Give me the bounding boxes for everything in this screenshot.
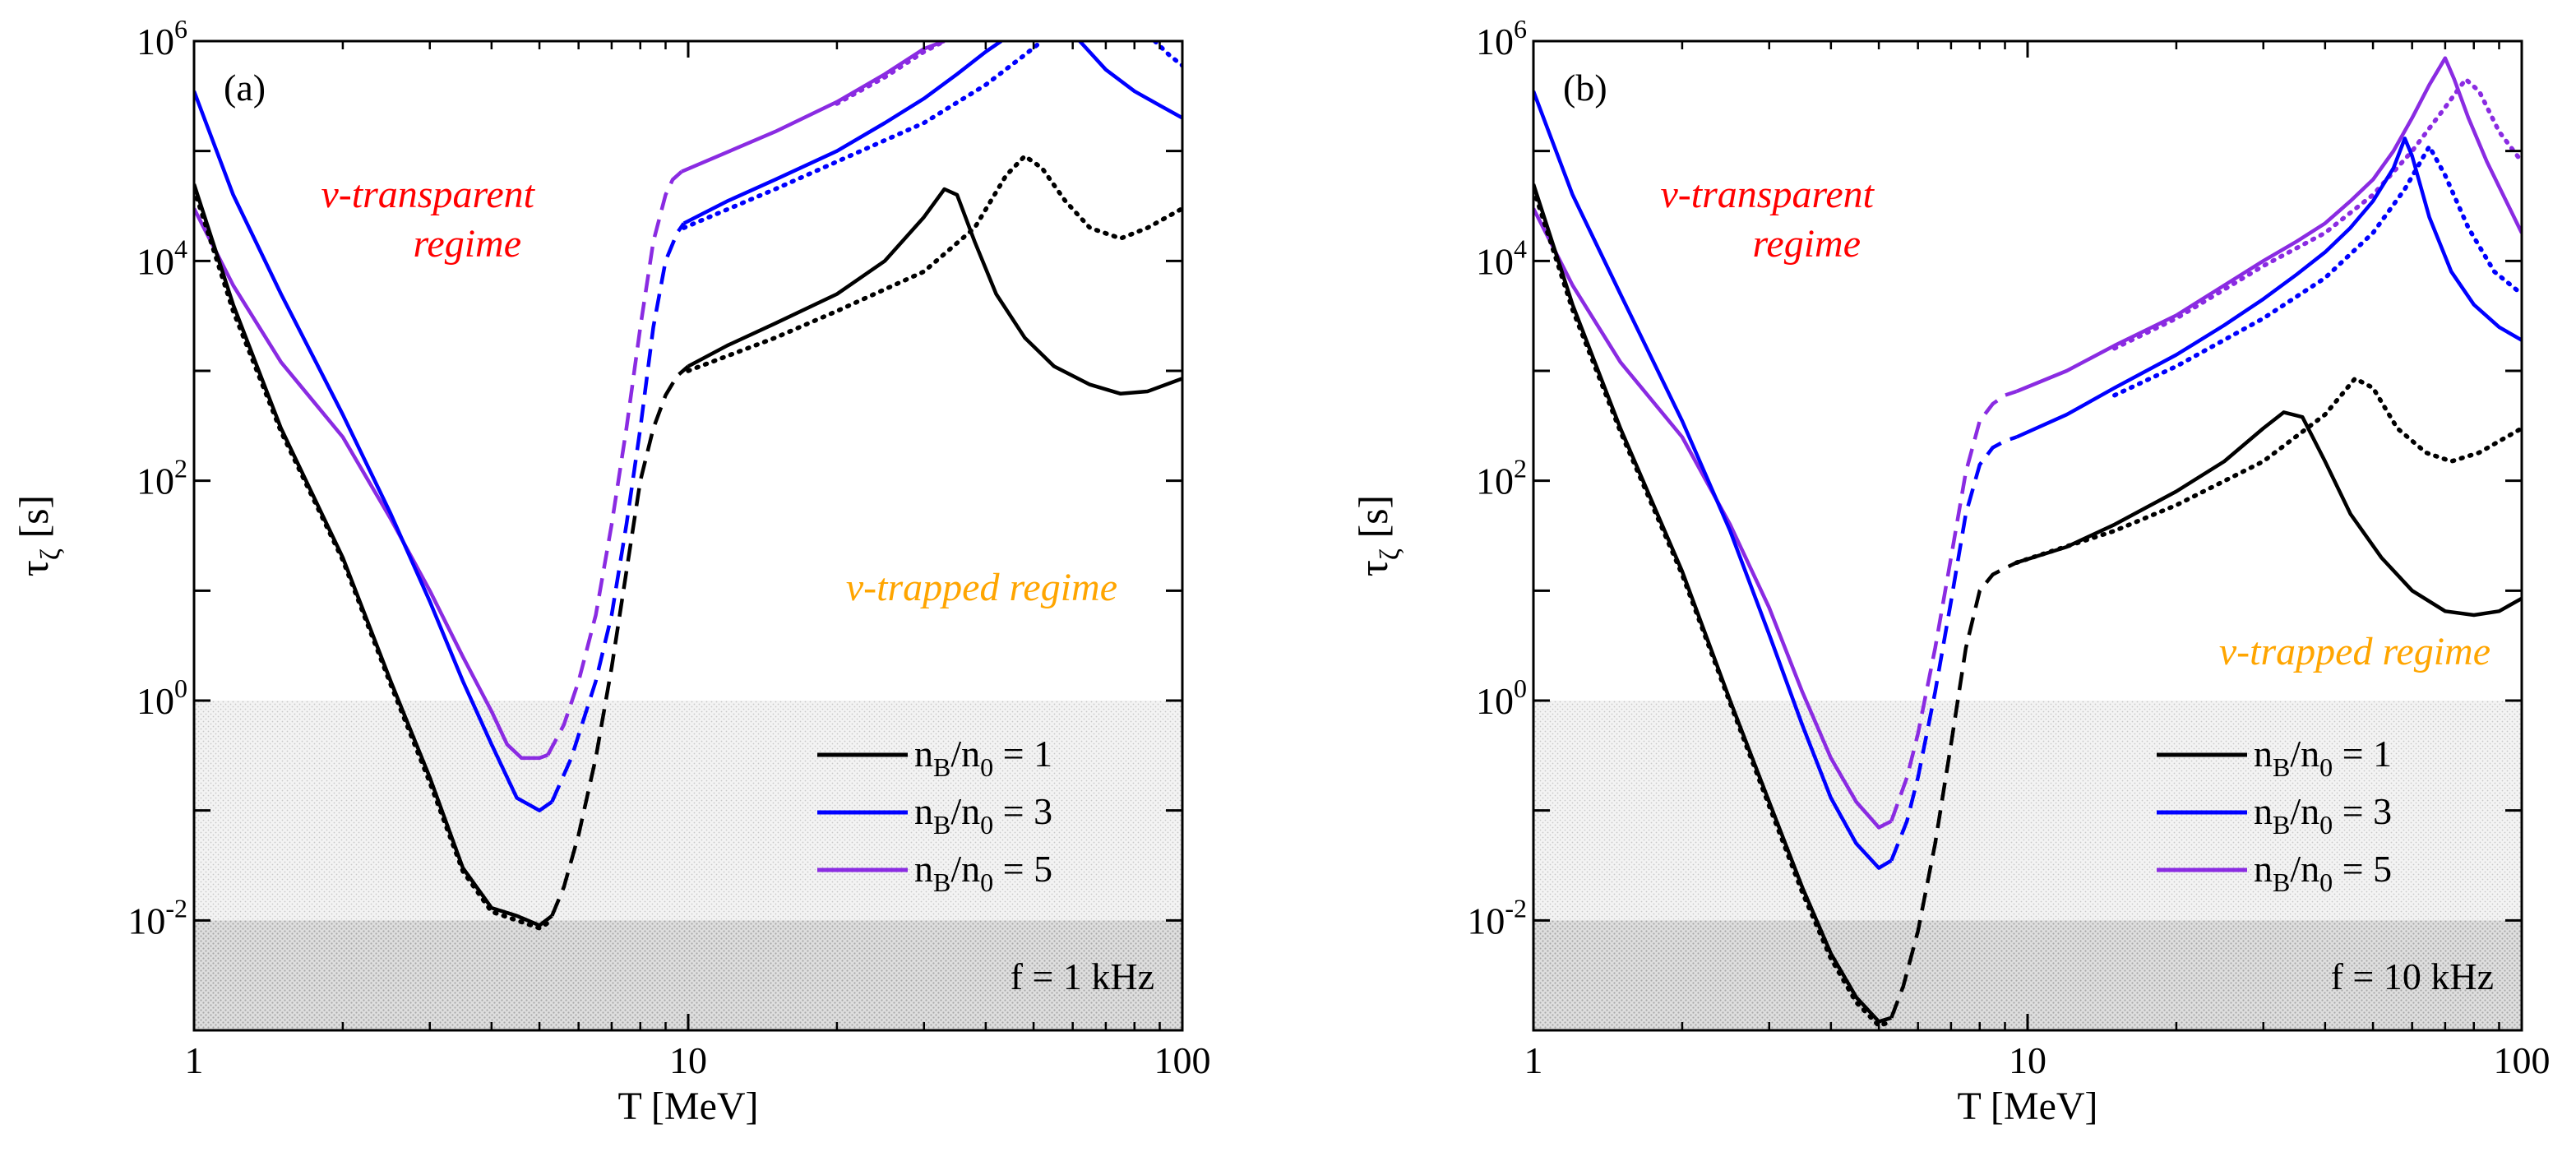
legend-label: nB/n0 = 5 <box>914 848 1052 897</box>
series-line <box>2015 410 2522 618</box>
series-line <box>2015 136 2522 439</box>
y-tick-label: 104 <box>1476 234 1527 282</box>
panel-label: (a) <box>224 67 266 109</box>
y-tick-label: 102 <box>1476 454 1527 502</box>
y-tick-label: 106 <box>136 14 187 62</box>
y-tick-label: 100 <box>136 673 187 722</box>
series-line <box>681 41 946 173</box>
series-group <box>194 41 1182 931</box>
chart-panel-a: 1 10 100 10-2 100 102 104 106 T [MeV] τζ [s] (a) ν-… <box>11 14 1211 1128</box>
y-axis-label: τζ [s] <box>1350 495 1405 576</box>
series-group <box>1533 56 2522 1029</box>
series-line <box>1152 41 1182 68</box>
series-line <box>2014 376 2522 565</box>
shaded-band-dark <box>194 920 1182 1030</box>
shaded-band-dark <box>1533 920 2522 1030</box>
series-line <box>1533 90 1893 870</box>
series-line <box>1889 561 2018 1019</box>
transparent-regime-label: regime <box>1752 222 1861 266</box>
series-line <box>1889 389 2018 822</box>
x-tick-label: 10 <box>669 1039 707 1081</box>
series-line <box>550 364 690 917</box>
trapped-regime-label: ν-trapped regime <box>2219 630 2490 673</box>
series-line <box>2015 56 2522 394</box>
series-line <box>681 41 1045 230</box>
frequency-label: f = 10 kHz <box>2331 955 2494 997</box>
legend-label: nB/n0 = 5 <box>2254 848 2392 897</box>
x-tick-label: 1 <box>1524 1039 1543 1081</box>
series-line <box>2112 76 2522 351</box>
series-line <box>2112 144 2522 398</box>
x-axis-label: T [MeV] <box>617 1085 758 1128</box>
series-line <box>682 41 1002 225</box>
shaded-band-light <box>194 701 1182 921</box>
legend-label: nB/n0 = 3 <box>2254 790 2392 840</box>
series-line <box>194 207 549 761</box>
legend-label: nB/n0 = 1 <box>914 733 1052 782</box>
series-line <box>1533 207 1893 830</box>
transparent-regime-label: ν-transparent <box>321 173 535 216</box>
series-line <box>194 90 553 812</box>
series-line <box>687 187 1182 396</box>
y-axis-label: τζ [s] <box>11 495 66 576</box>
y-tick-label: 10-2 <box>127 893 187 941</box>
transparent-regime-label: ν-transparent <box>1660 173 1875 216</box>
x-tick-label: 100 <box>1154 1039 1211 1081</box>
shaded-band-light <box>1533 701 2522 921</box>
series-line <box>550 222 686 803</box>
legend: nB/n0 = 1 nB/n0 = 3 nB/n0 = 5 <box>2157 733 2392 897</box>
y-tick-label: 106 <box>1476 14 1527 62</box>
series-line <box>686 154 1182 373</box>
panel-label: (b) <box>1563 67 1607 109</box>
series-line <box>1889 435 2018 862</box>
series-line <box>546 170 683 756</box>
series-line <box>1078 41 1182 120</box>
transparent-regime-label: regime <box>413 222 521 266</box>
x-tick-label: 100 <box>2494 1039 2551 1081</box>
chart-panel-b: 1 10 100 10-2 100 102 104 106 T [MeV] τζ [s] (b) ν-… <box>1350 14 2551 1128</box>
legend: nB/n0 = 1 nB/n0 = 3 nB/n0 = 5 <box>817 733 1052 897</box>
x-tick-label: 1 <box>185 1039 204 1081</box>
x-tick-label: 10 <box>2009 1039 2046 1081</box>
series-line <box>1533 187 1894 1029</box>
y-tick-label: 102 <box>136 454 187 502</box>
series-line <box>835 41 947 106</box>
legend-label: nB/n0 = 1 <box>2254 733 2392 782</box>
frequency-label: f = 1 kHz <box>1011 955 1154 997</box>
y-tick-label: 104 <box>136 234 187 282</box>
y-tick-label: 10-2 <box>1467 893 1527 941</box>
x-axis-label: T [MeV] <box>1957 1085 2097 1128</box>
legend-label: nB/n0 = 3 <box>914 790 1052 840</box>
y-tick-label: 100 <box>1476 673 1527 722</box>
trapped-regime-label: ν-trapped regime <box>846 566 1117 609</box>
